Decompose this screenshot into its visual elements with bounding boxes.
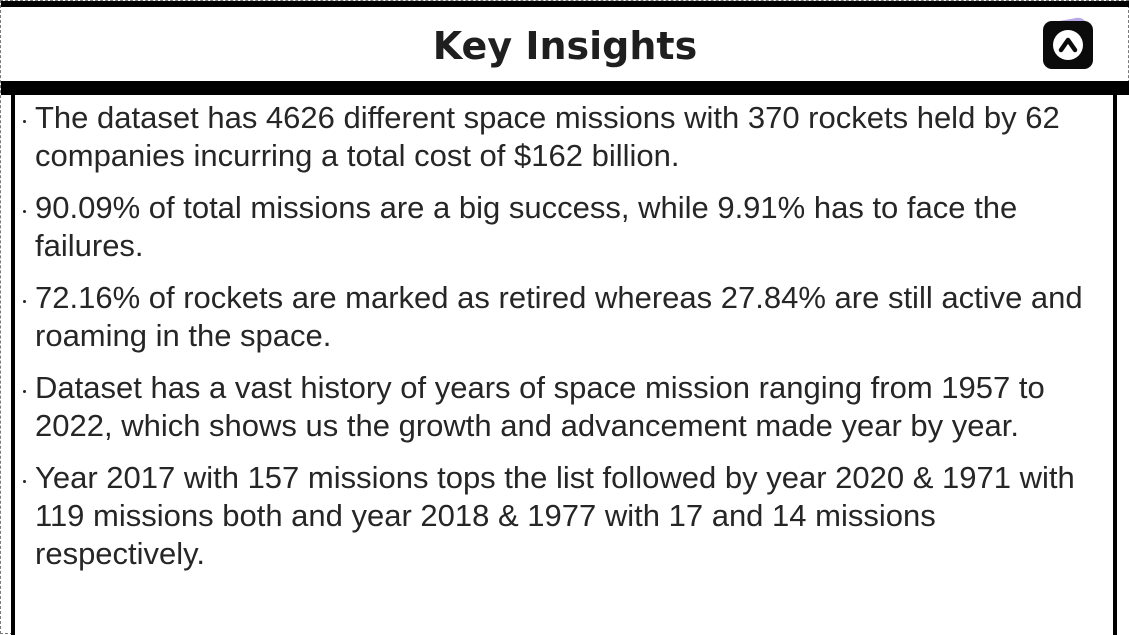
insight-text: Year 2017 with 157 missions tops the lis… [35, 460, 1075, 571]
caret-up-logo-icon [1036, 15, 1098, 73]
bullet-dot-icon [23, 210, 26, 213]
bullet-dot-icon [23, 300, 26, 303]
insight-text: 72.16% of rockets are marked as retired … [35, 280, 1083, 353]
insights-panel: The dataset has 4626 different space mis… [11, 95, 1117, 635]
top-border-bar [1, 1, 1129, 7]
bullet-dot-icon [23, 390, 26, 393]
insight-text: Dataset has a vast history of years of s… [35, 370, 1045, 443]
list-item: Dataset has a vast history of years of s… [19, 369, 1109, 445]
insights-list: The dataset has 4626 different space mis… [19, 99, 1109, 587]
header: Key Insights [3, 7, 1127, 81]
list-item: The dataset has 4626 different space mis… [19, 99, 1109, 175]
list-item: 90.09% of total missions are a big succe… [19, 189, 1109, 265]
insight-text: 90.09% of total missions are a big succe… [35, 190, 1018, 263]
insight-text: The dataset has 4626 different space mis… [35, 100, 1060, 173]
bullet-dot-icon [23, 120, 26, 123]
header-divider [1, 81, 1129, 95]
bullet-dot-icon [23, 480, 26, 483]
list-item: 72.16% of rockets are marked as retired … [19, 279, 1109, 355]
right-margin-strip [1117, 95, 1129, 635]
page-title: Key Insights [432, 24, 698, 68]
list-item: Year 2017 with 157 missions tops the lis… [19, 459, 1109, 573]
